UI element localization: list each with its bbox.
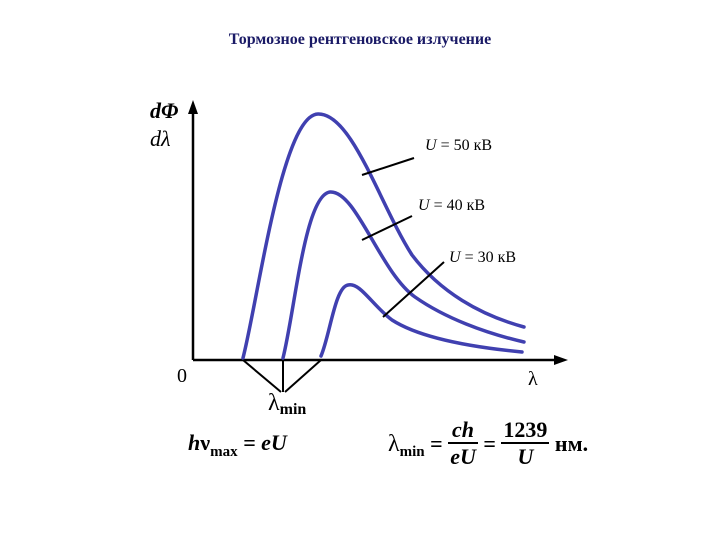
curve-label-u40-symbol: U: [418, 197, 430, 214]
formula2-num1: ch: [448, 418, 478, 444]
formula2-den1: eU: [450, 444, 476, 469]
x-axis-arrow: [554, 355, 568, 365]
formula2-lambda: λ: [388, 430, 400, 457]
formula-photon-energy: hνmax = eU: [188, 430, 287, 460]
lambda-min-pointer-left: [242, 359, 282, 393]
curve-u50: [241, 112, 526, 360]
formula1-nu: ν: [200, 430, 211, 455]
y-axis-arrow: [188, 100, 198, 114]
formula2-sub: min: [399, 443, 425, 460]
y-axis-label-top-text: dΦ: [150, 98, 179, 123]
formula1-rhs: = eU: [237, 430, 287, 455]
y-axis-label-top: dΦ: [150, 98, 178, 124]
curve-label-u50-symbol: U: [425, 137, 437, 154]
formula1-h: h: [188, 430, 201, 455]
formula2-fraction2: 1239 U: [501, 417, 550, 470]
formula2-fraction1: ch eU: [448, 418, 478, 470]
slide-title: Тормозное рентгеновское излучение: [228, 31, 492, 48]
curve-u40: [281, 190, 526, 360]
y-axis-label-bottom-text: dλ: [150, 126, 171, 151]
lambda-min-pointer-right: [284, 359, 322, 393]
lambda-min-sub: min: [279, 401, 307, 418]
curve-label-u50: U = 50 кВ: [425, 137, 492, 155]
x-axis-label: λ: [528, 368, 538, 390]
curve-u30: [319, 283, 524, 358]
y-axis-label-bottom: dλ: [150, 126, 171, 152]
pointer-u40: [361, 215, 413, 241]
lambda-min-symbol: λ: [268, 390, 280, 416]
formula2-eq2: =: [477, 431, 502, 456]
curve-label-u30-value: = 30 кВ: [460, 249, 517, 266]
formula2-eq1: =: [424, 431, 449, 456]
curve-label-u50-value: = 50 кВ: [436, 137, 493, 154]
curve-label-u30-symbol: U: [449, 249, 461, 266]
formula2-num2: 1239: [501, 417, 550, 444]
origin-label: 0: [177, 365, 187, 387]
formula2-den2: U: [517, 444, 534, 469]
curve-label-u40-value: = 40 кВ: [429, 197, 486, 214]
formula-lambda-min: λ min = ch eU = 1239 U нм.: [388, 418, 588, 470]
curve-label-u30: U = 30 кВ: [449, 249, 516, 267]
lambda-min-label: λmin: [268, 390, 307, 418]
pointer-u50: [361, 157, 415, 176]
formula2-unit: нм.: [549, 431, 589, 456]
formula1-sub: max: [210, 444, 238, 460]
pointer-u30: [382, 261, 445, 318]
curve-label-u40: U = 40 кВ: [418, 197, 485, 215]
